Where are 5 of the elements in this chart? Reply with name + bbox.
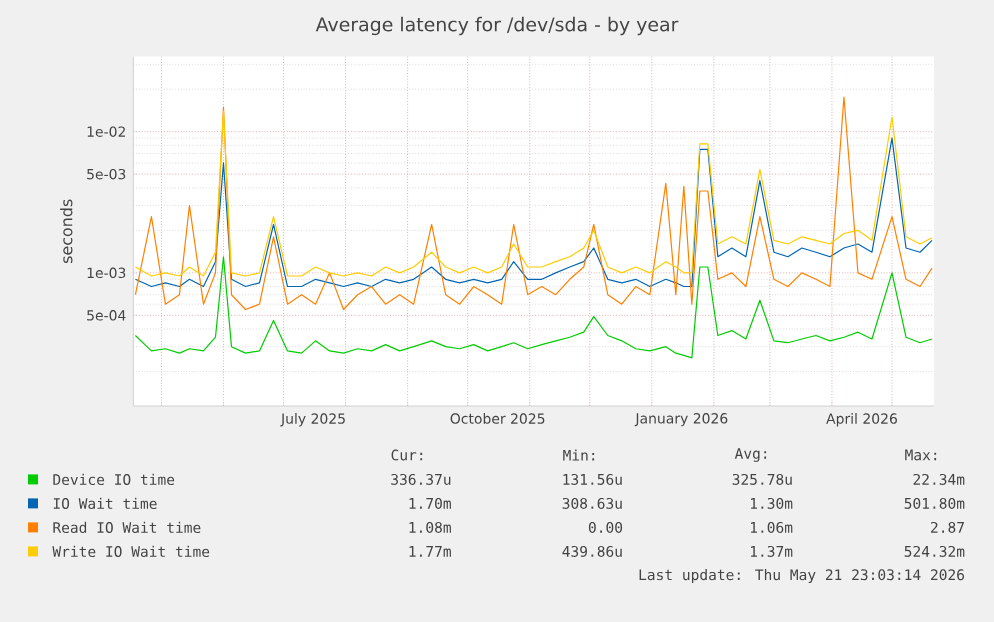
line-series bbox=[134, 256, 933, 359]
chart-title: Average latency for /dev/sda - by year bbox=[315, 16, 679, 36]
line-series bbox=[134, 110, 933, 277]
line-series bbox=[134, 137, 933, 288]
line-series bbox=[134, 96, 933, 311]
